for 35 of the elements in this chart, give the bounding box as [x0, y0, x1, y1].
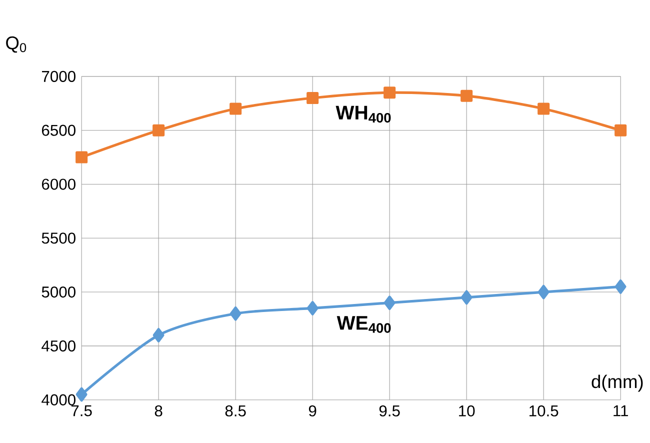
point [76, 387, 88, 402]
series-label: WE$_{400}$ [336, 316, 391, 333]
x-tick-label: 8.5 [225, 405, 246, 416]
point [230, 102, 242, 115]
y-tick-label: 4500 [42, 340, 76, 352]
x-tick-label: 10 [459, 405, 475, 416]
point [306, 301, 318, 316]
point [460, 290, 472, 305]
y-axis-title: Q$_{0}$ [6, 36, 26, 53]
y-tick-label: 5500 [42, 232, 76, 244]
y-tick-label: 6000 [42, 178, 76, 190]
y-tick-label: 5000 [42, 286, 76, 298]
y-tick-label: 6500 [42, 124, 76, 136]
point [76, 151, 88, 164]
point [230, 306, 242, 321]
point [614, 279, 626, 294]
point [538, 102, 550, 115]
point [306, 92, 319, 104]
x-axis-title: d(mm) [592, 374, 643, 392]
x-tick-label: 9.5 [379, 405, 400, 416]
point [538, 284, 550, 300]
point [460, 90, 473, 102]
y-tick-label: 7000 [42, 70, 76, 82]
x-tick-label: 9 [308, 405, 316, 416]
point [614, 124, 627, 136]
point [152, 328, 164, 342]
x-tick-label: 11 [614, 405, 628, 416]
point [384, 86, 396, 99]
point [152, 124, 165, 136]
x-tick-label: 10.5 [530, 405, 558, 416]
x-tick-label: 8 [154, 405, 162, 416]
point [384, 296, 396, 310]
x-tick-label: 7.5 [71, 405, 92, 416]
series-label: WH$_{400}$ [336, 106, 391, 123]
y-tick-label: 4000 [42, 394, 76, 406]
